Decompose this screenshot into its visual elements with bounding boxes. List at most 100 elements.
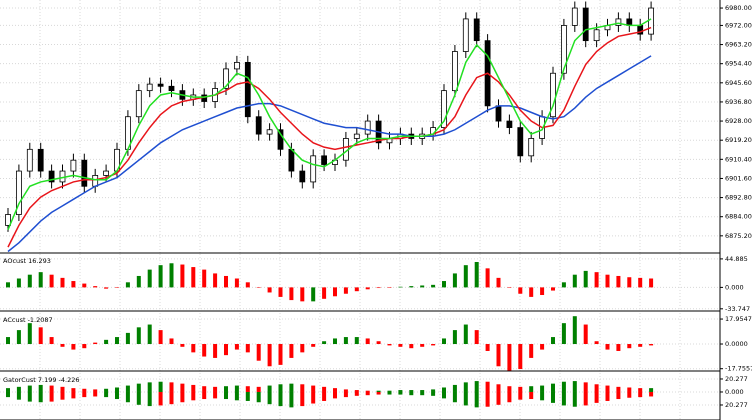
histogram-bar xyxy=(289,287,294,301)
histogram-bar xyxy=(202,269,207,288)
histogram-bar xyxy=(158,381,163,392)
candle-body xyxy=(462,18,469,52)
histogram-bar xyxy=(169,263,174,288)
histogram-bar xyxy=(202,391,207,400)
histogram-bar xyxy=(49,391,54,402)
histogram-bar xyxy=(594,391,599,403)
candle-body xyxy=(517,127,524,157)
histogram-bar xyxy=(442,281,446,288)
histogram-bar xyxy=(147,324,152,345)
histogram-bar xyxy=(224,391,228,400)
histogram-bar xyxy=(169,338,174,345)
y-tick-label: 6875.20 xyxy=(725,232,752,240)
histogram-bar xyxy=(333,391,337,399)
candle-body xyxy=(26,148,33,172)
candle-body xyxy=(103,170,109,176)
histogram-bar xyxy=(234,385,239,392)
y-tick-label: -17.7557 xyxy=(725,365,752,373)
histogram-bar xyxy=(431,284,436,288)
histogram-bar xyxy=(115,287,119,288)
histogram-bar xyxy=(267,385,272,392)
histogram-bar xyxy=(507,386,512,392)
histogram-bar xyxy=(627,387,632,392)
y-tick-label: 6910.40 xyxy=(725,155,752,163)
histogram-bar xyxy=(180,383,185,392)
histogram-bar xyxy=(354,390,359,392)
histogram-bar xyxy=(485,381,490,392)
histogram-bar xyxy=(638,277,643,288)
histogram-bar xyxy=(278,391,283,407)
histogram-bar xyxy=(93,342,98,345)
histogram-bar xyxy=(442,338,446,345)
histogram-bar xyxy=(71,281,76,288)
histogram-bar xyxy=(529,386,534,392)
histogram-bar xyxy=(638,388,643,392)
histogram-bar xyxy=(289,391,294,408)
histogram-bar xyxy=(409,390,414,392)
histogram-bar xyxy=(16,330,21,345)
histogram-bar xyxy=(420,285,425,288)
histogram-bar xyxy=(365,287,370,290)
pane xyxy=(0,0,720,253)
candle-body xyxy=(146,83,153,92)
histogram-bar xyxy=(245,391,250,401)
histogram-bar xyxy=(387,390,392,392)
histogram-bar xyxy=(191,384,196,392)
histogram-bar xyxy=(6,337,10,345)
histogram-bar xyxy=(551,287,555,291)
candle-body xyxy=(244,61,251,118)
histogram-bar xyxy=(71,391,76,399)
y-tick-label: 6919.20 xyxy=(725,136,752,144)
histogram-bar xyxy=(136,391,141,405)
histogram-bar xyxy=(104,287,109,289)
histogram-bar xyxy=(507,287,512,288)
histogram-bar xyxy=(561,381,566,392)
candle-body xyxy=(441,90,447,128)
pane-title: ACcust -1.2087 xyxy=(3,316,53,324)
histogram-bar xyxy=(572,381,577,392)
histogram-bar xyxy=(507,391,512,403)
histogram-bar xyxy=(213,391,218,399)
histogram-bar xyxy=(333,287,337,297)
histogram-bar xyxy=(16,386,21,392)
histogram-bar xyxy=(147,391,152,407)
histogram-bar xyxy=(452,391,457,403)
histogram-bar xyxy=(561,282,566,288)
histogram-bar xyxy=(442,391,446,399)
histogram-bar xyxy=(158,265,163,288)
histogram-bar xyxy=(638,344,643,347)
histogram-bar xyxy=(169,391,174,405)
histogram-bar xyxy=(420,391,425,396)
y-tick-label: 6901.60 xyxy=(725,174,752,182)
histogram-bar xyxy=(300,384,305,392)
histogram-bar xyxy=(627,344,632,349)
histogram-bar xyxy=(234,391,239,401)
candle-body xyxy=(37,148,44,172)
histogram-bar xyxy=(431,391,436,396)
y-tick-label: 6928.00 xyxy=(725,117,752,125)
candle-body xyxy=(353,133,360,139)
histogram-bar xyxy=(322,341,327,345)
histogram-bar xyxy=(463,382,468,392)
histogram-bar xyxy=(136,327,141,345)
candle-body xyxy=(223,68,229,89)
histogram-bar xyxy=(605,274,610,288)
candle-body xyxy=(582,7,589,42)
histogram-bar xyxy=(474,381,479,392)
candle-body xyxy=(451,51,458,92)
histogram-bar xyxy=(322,391,327,401)
histogram-bar xyxy=(561,323,566,345)
histogram-bar xyxy=(649,278,654,288)
histogram-bar xyxy=(540,287,545,296)
histogram-bar xyxy=(224,275,228,288)
candle-body xyxy=(168,85,175,92)
histogram-bar xyxy=(551,391,555,403)
candle-body xyxy=(506,120,513,128)
histogram-bar xyxy=(616,344,621,351)
histogram-bar xyxy=(82,388,87,392)
candle-body xyxy=(528,138,535,157)
y-tick-label: 44.885 xyxy=(725,255,748,263)
histogram-bar xyxy=(551,337,555,345)
histogram-bar xyxy=(125,391,130,403)
